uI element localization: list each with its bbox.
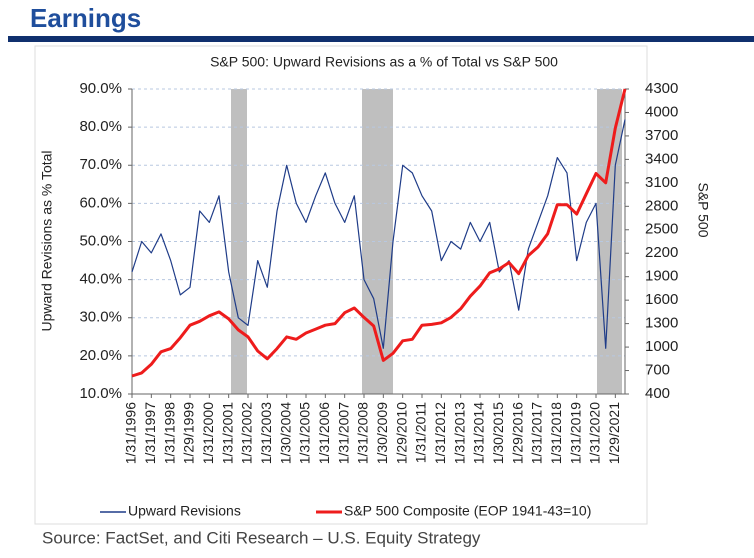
x-tick-label: 1/31/2001 — [219, 402, 235, 464]
x-tick-label: 1/29/2010 — [393, 402, 409, 464]
source-note: Source: FactSet, and Citi Research – U.S… — [42, 528, 481, 547]
y2-tick-label: 4000 — [645, 103, 678, 120]
x-tick-label: 1/31/2020 — [587, 402, 603, 464]
x-tick-label: 1/29/2021 — [606, 402, 622, 464]
y-tick-label: 70.0% — [79, 156, 122, 173]
y-tick-label: 30.0% — [79, 309, 122, 326]
y2-tick-label: 1000 — [645, 338, 678, 355]
y2-tick-label: 700 — [645, 362, 670, 379]
y-tick-label: 20.0% — [79, 347, 122, 364]
x-tick-label: 1/29/1999 — [181, 402, 197, 464]
y2-tick-label: 1300 — [645, 315, 678, 332]
x-tick-label: 1/31/2019 — [567, 402, 583, 464]
x-tick-label: 1/31/2000 — [200, 402, 216, 464]
chart-title: S&P 500: Upward Revisions as a % of Tota… — [210, 54, 558, 70]
y2-tick-label: 1600 — [645, 291, 678, 308]
x-tick-label: 1/31/2002 — [239, 402, 255, 464]
y2-tick-label: 1900 — [645, 268, 678, 285]
page-title: Earnings — [30, 3, 141, 33]
y-axis-label: Upward Revisions as % Total — [39, 150, 55, 331]
y2-tick-label: 4300 — [645, 80, 678, 97]
x-tick-label: 1/31/2018 — [548, 402, 564, 464]
y-tick-label: 80.0% — [79, 118, 122, 135]
x-tick-label: 1/31/1996 — [123, 402, 139, 464]
y2-tick-label: 3100 — [645, 174, 678, 191]
x-tick-label: 1/31/2006 — [316, 402, 332, 464]
y2-tick-label: 2200 — [645, 244, 678, 261]
y2-tick-label: 400 — [645, 385, 670, 402]
x-tick-label: 1/30/2015 — [490, 402, 506, 464]
x-tick-label: 1/31/2008 — [355, 402, 371, 464]
x-tick-label: 1/31/2017 — [529, 402, 545, 464]
y-tick-label: 10.0% — [79, 385, 122, 402]
y2-axis-label: S&P 500 — [695, 182, 711, 237]
x-tick-label: 1/30/2009 — [374, 402, 390, 464]
x-tick-label: 1/31/2014 — [471, 402, 487, 464]
x-tick-label: 1/31/2007 — [335, 402, 351, 464]
y2-tick-label: 2800 — [645, 197, 678, 214]
y2-tick-label: 3700 — [645, 127, 678, 144]
y2-tick-label: 3400 — [645, 150, 678, 167]
y-tick-label: 90.0% — [79, 80, 122, 97]
x-tick-label: 1/30/2004 — [277, 402, 293, 464]
y2-tick-label: 2500 — [645, 221, 678, 238]
series-line — [131, 88, 627, 378]
x-tick-label: 1/31/2003 — [258, 402, 274, 464]
x-tick-label: 1/29/2016 — [509, 402, 525, 464]
y-tick-label: 50.0% — [79, 232, 122, 249]
legend-label: S&P 500 Composite (EOP 1941-43=10) — [344, 503, 591, 519]
x-tick-label: 1/31/2012 — [432, 402, 448, 464]
series-line — [131, 119, 626, 349]
x-tick-label: 1/31/2005 — [297, 402, 313, 464]
y-tick-label: 60.0% — [79, 194, 122, 211]
chart-frame — [34, 45, 648, 525]
title-rule — [8, 36, 754, 42]
x-tick-label: 1/31/1998 — [161, 402, 177, 464]
x-tick-label: 1/31/2013 — [451, 402, 467, 464]
x-tick-label: 1/31/1997 — [142, 402, 158, 464]
shaded-period — [231, 89, 247, 394]
legend-label: Upward Revisions — [128, 503, 241, 519]
x-tick-label: 1/31/2011 — [413, 402, 429, 463]
y-tick-label: 40.0% — [79, 271, 122, 288]
